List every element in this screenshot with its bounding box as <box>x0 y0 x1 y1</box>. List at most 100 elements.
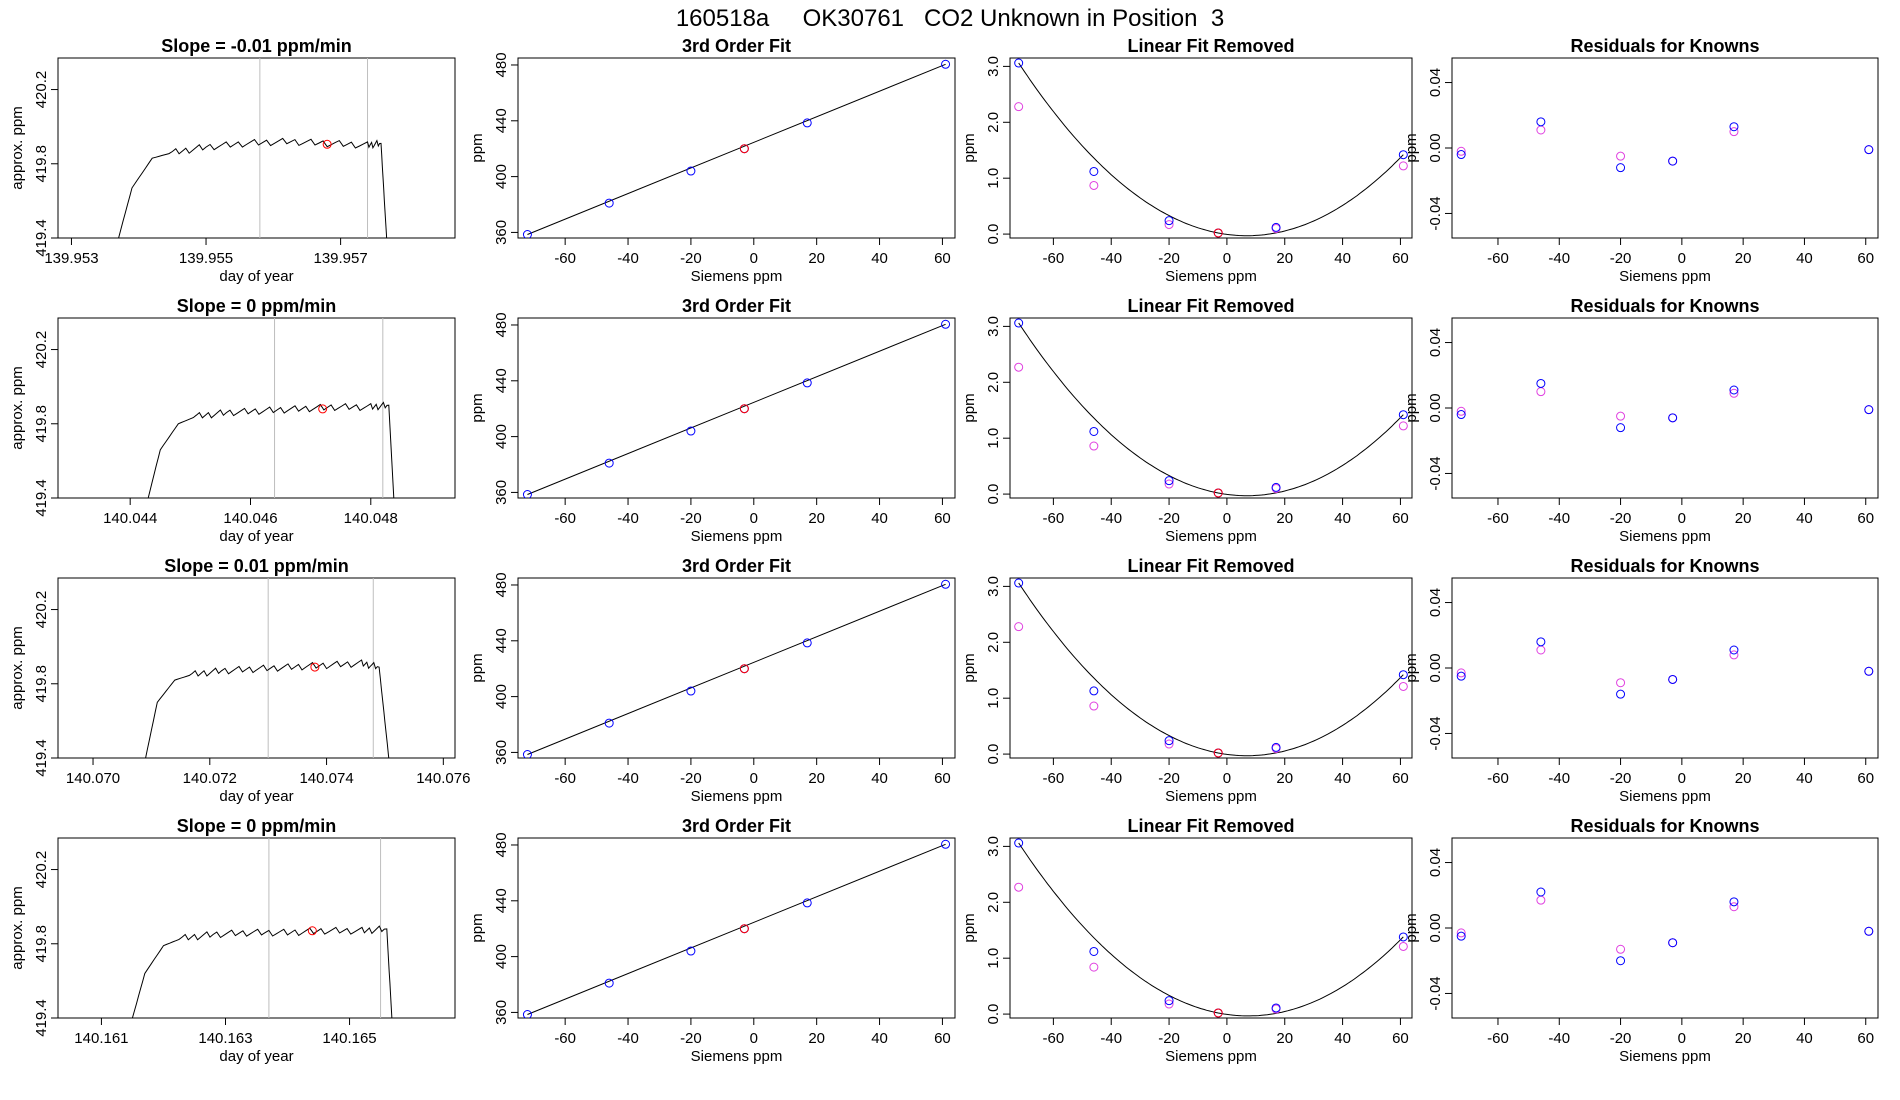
blue-point <box>1398 670 1408 680</box>
magenta-point <box>1089 962 1099 972</box>
magenta-residual-point <box>1616 944 1626 954</box>
standard-point <box>686 686 696 696</box>
x-tick-label: 0 <box>1223 510 1231 527</box>
magenta-point <box>1089 441 1099 451</box>
x-tick-label: 0 <box>750 770 758 787</box>
magenta-residual-point <box>1536 125 1546 135</box>
chart-title: Residuals for Knowns <box>1570 36 1759 56</box>
standard-point <box>686 946 696 956</box>
x-tick-label: -60 <box>1043 1030 1065 1047</box>
x-tick-label: 0 <box>1223 770 1231 787</box>
y-tick-label: 1.0 <box>985 688 1002 709</box>
x-tick-label: 139.953 <box>44 250 98 267</box>
x-tick-label: 20 <box>1276 1030 1293 1047</box>
blue-residual-point <box>1864 926 1874 936</box>
y-tick-label: -0.04 <box>1427 716 1444 750</box>
y-tick-label: 440 <box>493 108 510 133</box>
x-tick-label: -60 <box>1043 510 1065 527</box>
chart-title: Slope = 0 ppm/min <box>177 816 337 836</box>
x-tick-label: 40 <box>1796 250 1813 267</box>
x-tick-label: 20 <box>808 250 825 267</box>
y-tick-label: 360 <box>493 740 510 765</box>
x-tick-label: -60 <box>1043 250 1065 267</box>
standard-point <box>941 579 951 589</box>
y-axis-label: ppm <box>1403 653 1420 682</box>
x-tick-label: -20 <box>1610 1030 1632 1047</box>
blue-residual-point <box>1536 637 1546 647</box>
x-tick-label: 60 <box>1857 510 1874 527</box>
x-axis-label: Siemens ppm <box>1165 788 1257 805</box>
unknown-point <box>1213 1008 1223 1018</box>
blue-residual-point <box>1668 156 1678 166</box>
blue-residual-point <box>1864 666 1874 676</box>
chart-title: Slope = -0.01 ppm/min <box>161 36 352 56</box>
fit-line <box>527 583 946 755</box>
magenta-residual-point <box>1616 151 1626 161</box>
plot-frame <box>57 57 456 239</box>
x-tick-label: -20 <box>680 250 702 267</box>
y-tick-label: 2.0 <box>985 632 1002 653</box>
blue-point <box>1164 476 1174 486</box>
blue-residual-point <box>1456 150 1466 160</box>
y-tick-label: 420.2 <box>33 331 50 369</box>
x-tick-label: 20 <box>808 510 825 527</box>
panel-time-series-1: Slope = -0.01 ppm/min 139.953 139.955 139.9… <box>9 36 456 285</box>
x-tick-label: 0 <box>750 510 758 527</box>
x-axis-label: Siemens ppm <box>691 788 783 805</box>
blue-residual-point <box>1668 674 1678 684</box>
y-tick-label: 0.0 <box>985 1004 1002 1025</box>
chart-title: Residuals for Knowns <box>1570 816 1759 836</box>
magenta-residual-point <box>1616 678 1626 688</box>
plot-frame <box>1009 57 1413 239</box>
y-axis-label: ppm <box>961 133 978 162</box>
blue-point <box>1271 742 1281 752</box>
y-tick-label: 419.4 <box>33 219 50 257</box>
x-tick-label: 20 <box>1735 250 1752 267</box>
y-tick-label: 400 <box>493 944 510 969</box>
y-axis-label: ppm <box>1403 133 1420 162</box>
magenta-point <box>1014 362 1024 372</box>
y-tick-label: 3.0 <box>985 576 1002 597</box>
x-tick-label: 0 <box>1223 250 1231 267</box>
x-tick-label: -60 <box>1043 770 1065 787</box>
blue-residual-point <box>1616 956 1626 966</box>
y-axis-label: ppm <box>469 393 486 422</box>
x-tick-label: -20 <box>1158 770 1180 787</box>
x-tick-label: -40 <box>1548 250 1570 267</box>
x-axis-label: Siemens ppm <box>1619 528 1711 545</box>
blue-residual-point <box>1536 117 1546 127</box>
x-tick-label: 40 <box>1334 250 1351 267</box>
blue-point <box>1089 426 1099 436</box>
y-axis-label: ppm <box>961 653 978 682</box>
x-tick-label: -60 <box>554 250 576 267</box>
x-axis-label: Siemens ppm <box>1619 268 1711 285</box>
y-tick-label: 0.0 <box>985 484 1002 505</box>
x-tick-label: 40 <box>1334 1030 1351 1047</box>
standard-point <box>941 839 951 849</box>
x-tick-label: 40 <box>871 770 888 787</box>
page-title: 160518a OK30761 CO2 Unknown in Position … <box>675 5 1225 32</box>
y-axis-label: approx. ppm <box>9 886 26 969</box>
x-axis-label: Siemens ppm <box>1619 1048 1711 1065</box>
plot-frame <box>57 837 456 1019</box>
x-tick-label: 60 <box>934 770 951 787</box>
y-axis-label: approx. ppm <box>9 366 26 449</box>
x-axis-label: Siemens ppm <box>1165 268 1257 285</box>
y-tick-label: 480 <box>493 52 510 77</box>
x-tick-label: -40 <box>617 510 639 527</box>
magenta-point <box>1164 479 1174 489</box>
sample-point <box>322 139 332 149</box>
blue-point <box>1089 946 1099 956</box>
y-tick-label: 360 <box>493 1000 510 1025</box>
panel-residuals-1: Residuals for Knowns -60 -40 -20 0 20 40 60 Siem… <box>1403 36 1879 285</box>
x-tick-label: 60 <box>934 250 951 267</box>
concentration-trace <box>118 137 388 238</box>
magenta-point <box>1164 739 1174 749</box>
y-tick-label: 419.4 <box>33 999 50 1037</box>
sample-point <box>310 662 320 672</box>
panel-time-series-3: Slope = 0.01 ppm/min 140.070 140.072 140.07… <box>9 556 470 805</box>
y-tick-label: 0.00 <box>1427 653 1444 682</box>
x-tick-label: -20 <box>1610 250 1632 267</box>
x-tick-label: -20 <box>1610 770 1632 787</box>
fit-line <box>527 63 946 235</box>
